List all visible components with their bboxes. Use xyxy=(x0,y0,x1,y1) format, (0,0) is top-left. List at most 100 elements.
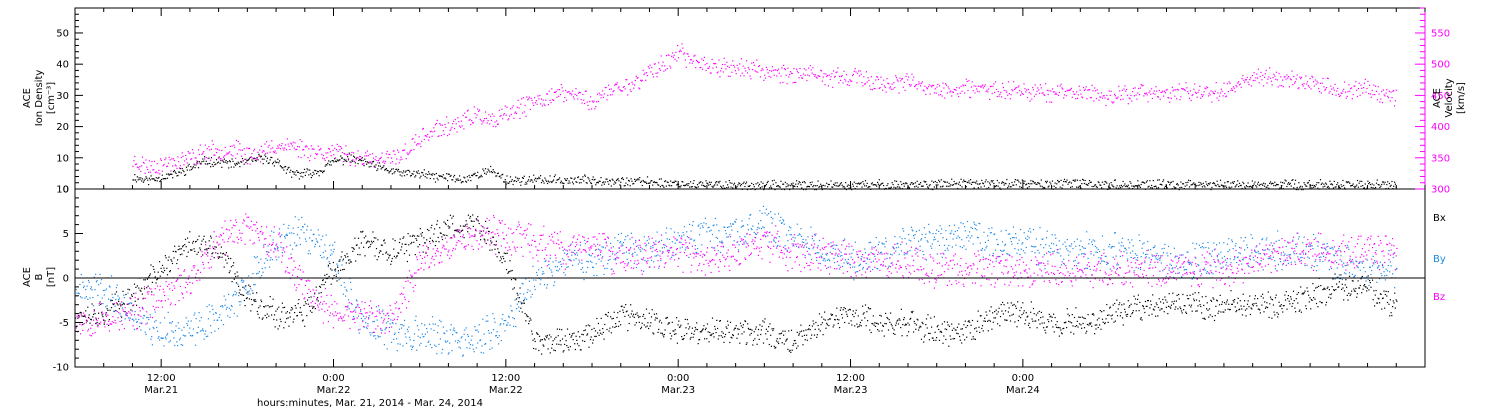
by-point xyxy=(165,338,167,340)
bx-point xyxy=(263,306,265,308)
density-point xyxy=(1342,179,1344,182)
density-point xyxy=(309,169,311,171)
velocity-point xyxy=(858,70,860,72)
velocity-point xyxy=(639,88,641,90)
bx-point xyxy=(203,235,205,237)
bx-point xyxy=(176,262,178,265)
density-point xyxy=(988,186,990,189)
velocity-point xyxy=(1020,94,1022,96)
density-point xyxy=(1360,185,1362,187)
bx-point xyxy=(515,279,517,281)
bx-point xyxy=(1218,310,1220,312)
density-point xyxy=(1247,182,1249,184)
velocity-point xyxy=(1008,93,1010,95)
velocity-point xyxy=(742,65,744,67)
velocity-point xyxy=(1180,96,1182,98)
bx-point xyxy=(417,246,419,248)
velocity-point xyxy=(1217,92,1219,94)
density-point xyxy=(946,181,948,183)
density-point xyxy=(1001,181,1004,183)
density-point xyxy=(1338,186,1340,188)
density-point xyxy=(451,179,453,181)
density-point xyxy=(490,171,493,173)
bx-point xyxy=(954,329,956,331)
density-point xyxy=(629,185,631,187)
velocity-point xyxy=(1348,84,1350,86)
bx-point xyxy=(1059,327,1061,329)
velocity-point xyxy=(286,138,288,140)
velocity-point xyxy=(1207,95,1210,97)
velocity-point xyxy=(184,160,186,162)
velocity-point xyxy=(699,67,701,69)
density-point xyxy=(166,173,168,175)
velocity-point xyxy=(422,127,424,130)
bx-point xyxy=(1270,298,1272,300)
velocity-point xyxy=(400,156,402,158)
bx-point xyxy=(250,310,252,312)
velocity-point xyxy=(303,154,306,156)
by-point xyxy=(98,304,100,306)
bx-point xyxy=(753,331,755,333)
velocity-point xyxy=(387,157,389,159)
velocity-point xyxy=(1248,84,1250,86)
velocity-point xyxy=(621,90,623,92)
by-point xyxy=(90,286,92,288)
bx-point xyxy=(757,334,759,336)
bx-point xyxy=(1366,290,1368,292)
density-point xyxy=(540,182,543,184)
density-point xyxy=(352,160,354,162)
density-point xyxy=(909,183,911,186)
bx-point xyxy=(1017,301,1019,303)
by-point xyxy=(116,284,118,286)
bx-point xyxy=(672,330,674,332)
bx-point xyxy=(837,322,839,325)
by-point xyxy=(112,296,114,299)
velocity-point xyxy=(478,110,480,112)
bx-point xyxy=(1128,306,1130,308)
velocity-point xyxy=(141,165,143,167)
bx-point xyxy=(761,325,763,327)
density-point xyxy=(395,168,397,171)
density-point xyxy=(258,153,260,155)
bx-point xyxy=(643,313,645,316)
bx-point xyxy=(292,321,294,323)
bx-point xyxy=(228,257,230,260)
bx-point xyxy=(694,326,696,329)
velocity-point xyxy=(1112,102,1114,104)
bx-point xyxy=(913,331,915,333)
velocity-point xyxy=(1000,91,1002,93)
density-point xyxy=(518,177,520,180)
bx-point xyxy=(1161,308,1163,310)
bx-point xyxy=(931,337,933,339)
by-point xyxy=(113,310,115,312)
by-point xyxy=(181,329,183,331)
density-point xyxy=(459,175,461,177)
bx-point xyxy=(132,305,134,307)
velocity-point xyxy=(137,166,139,169)
bx-point xyxy=(1095,328,1097,330)
bx-point xyxy=(933,316,935,318)
velocity-point xyxy=(1322,77,1324,80)
density-point xyxy=(1103,183,1105,185)
bx-point xyxy=(1381,297,1384,300)
density-point xyxy=(604,181,606,183)
density-point xyxy=(1361,180,1363,182)
velocity-point xyxy=(166,165,169,167)
velocity-point xyxy=(1313,81,1315,83)
bx-point xyxy=(1310,308,1312,310)
velocity-point xyxy=(263,150,265,152)
bx-point xyxy=(602,328,604,330)
density-point xyxy=(350,154,352,156)
by-point xyxy=(132,318,134,320)
bx-point xyxy=(1309,297,1311,299)
bx-point xyxy=(451,217,453,219)
bx-point xyxy=(1063,327,1065,329)
velocity-point xyxy=(700,66,702,68)
velocity-point xyxy=(161,170,163,172)
bx-point xyxy=(850,320,852,322)
density-point xyxy=(602,182,604,184)
bx-point xyxy=(943,321,946,323)
bx-point xyxy=(1060,332,1063,334)
velocity-point xyxy=(681,43,683,45)
density-point xyxy=(136,176,138,178)
